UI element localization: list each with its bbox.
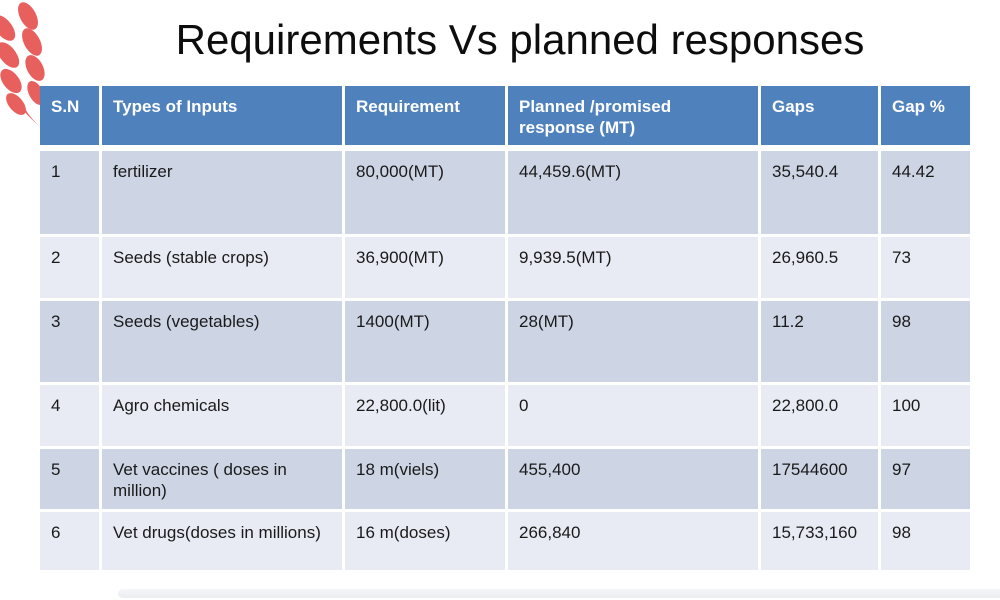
table-cell: Vet drugs(doses in millions) [102, 511, 345, 573]
table-cell: 266,840 [508, 511, 761, 573]
table-cell: 11.2 [761, 300, 881, 385]
table-cell: Agro chemicals [102, 384, 345, 449]
column-header-sn: S.N [40, 86, 102, 151]
table-cell: Seeds (vegetables) [102, 300, 345, 385]
table-cell: 16 m(doses) [345, 511, 508, 573]
table-cell: 15,733,160 [761, 511, 881, 573]
table-cell: 18 m(viels) [345, 448, 508, 512]
table-cell: 44.42 [881, 150, 970, 237]
table-cell: 36,900(MT) [345, 236, 508, 301]
table-cell: 98 [881, 300, 970, 385]
table-cell: 3 [40, 300, 102, 385]
table-cell: 455,400 [508, 448, 761, 512]
table-cell: 80,000(MT) [345, 150, 508, 237]
table-row: 6 Vet drugs(doses in millions) 16 m(dose… [40, 511, 970, 573]
table-cell: 1400(MT) [345, 300, 508, 385]
table-cell: Vet vaccines ( doses in million) [102, 448, 345, 512]
table-cell: 35,540.4 [761, 150, 881, 237]
table-cell: 17544600 [761, 448, 881, 512]
table-row: 4 Agro chemicals 22,800.0(lit) 0 22,800.… [40, 384, 970, 449]
table-cell: fertilizer [102, 150, 345, 237]
table-row: 1 fertilizer 80,000(MT) 44,459.6(MT) 35,… [40, 150, 970, 237]
table-cell: 44,459.6(MT) [508, 150, 761, 237]
table-cell: 98 [881, 511, 970, 573]
table-row: 2 Seeds (stable crops) 36,900(MT) 9,939.… [40, 236, 970, 301]
table-cell: 26,960.5 [761, 236, 881, 301]
table-cell: 2 [40, 236, 102, 301]
table-cell: 100 [881, 384, 970, 449]
column-header-gap-percent: Gap % [881, 86, 970, 151]
table-cell: 9,939.5(MT) [508, 236, 761, 301]
table-row: 3 Seeds (vegetables) 1400(MT) 28(MT) 11.… [40, 300, 970, 385]
table-cell: 73 [881, 236, 970, 301]
table-row: 5 Vet vaccines ( doses in million) 18 m(… [40, 448, 970, 512]
table-cell: 0 [508, 384, 761, 449]
table-cell: 22,800.0 [761, 384, 881, 449]
table-cell: 28(MT) [508, 300, 761, 385]
header-row: S.N Types of Inputs Requirement Planned … [40, 86, 970, 151]
table-cell: 1 [40, 150, 102, 237]
column-header-planned: Planned /promised response (MT) [508, 86, 761, 151]
table-cell: 5 [40, 448, 102, 512]
table-cell: 6 [40, 511, 102, 573]
slide-bottom-edge [118, 589, 1000, 598]
table-cell: Seeds (stable crops) [102, 236, 345, 301]
page-title: Requirements Vs planned responses [175, 16, 865, 63]
column-header-requirement: Requirement [345, 86, 508, 151]
requirements-table: S.N Types of Inputs Requirement Planned … [40, 86, 970, 573]
column-header-types: Types of Inputs [102, 86, 345, 151]
column-header-gaps: Gaps [761, 86, 881, 151]
table-cell: 22,800.0(lit) [345, 384, 508, 449]
table-cell: 4 [40, 384, 102, 449]
table-cell: 97 [881, 448, 970, 512]
